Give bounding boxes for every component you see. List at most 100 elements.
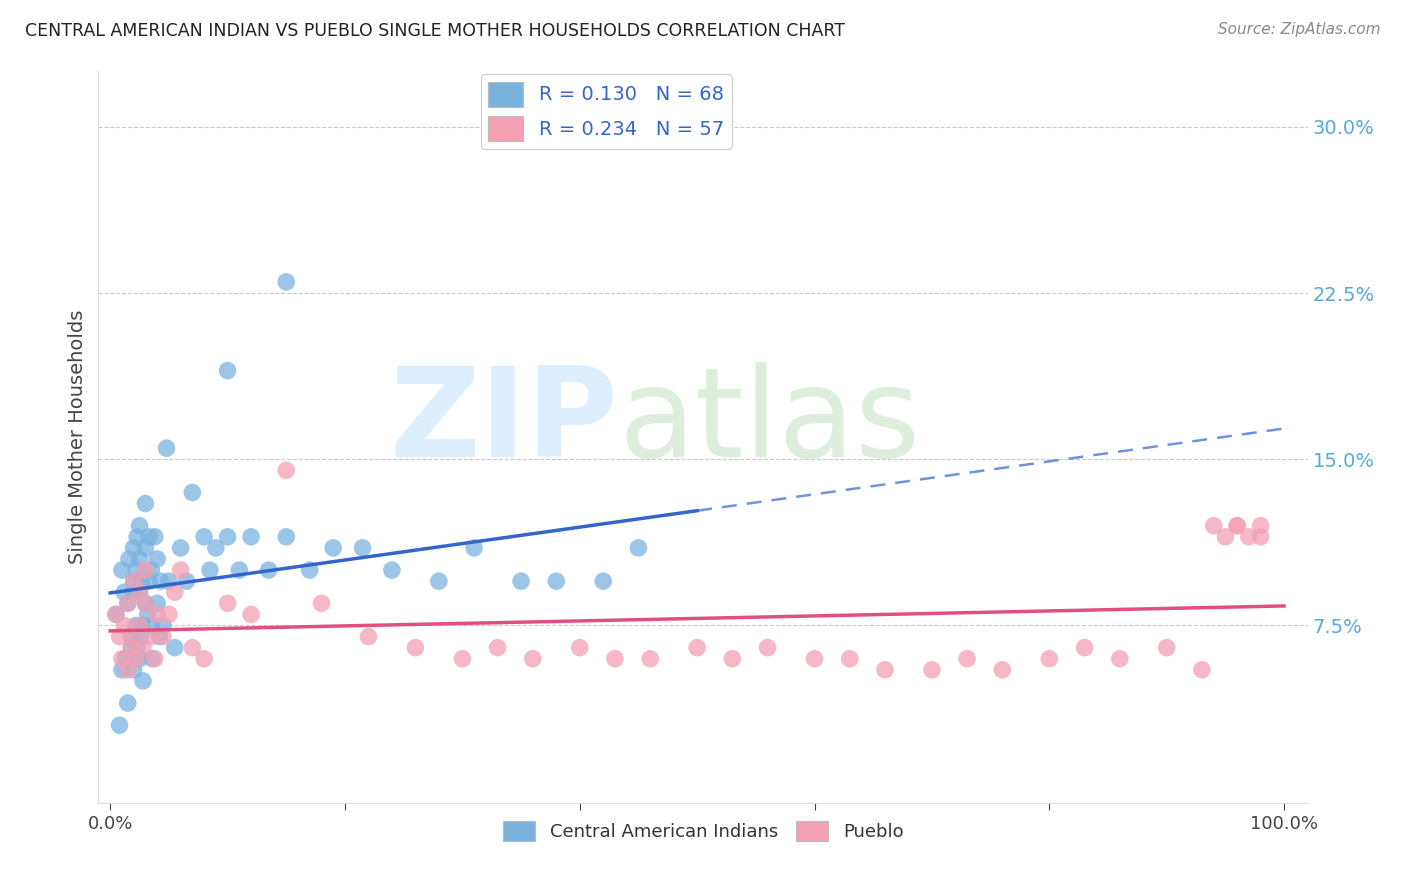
Point — [117, 596, 139, 610]
Point — [803, 651, 825, 665]
Point — [627, 541, 650, 555]
Point — [217, 363, 239, 377]
Point — [128, 585, 150, 599]
Point — [486, 640, 509, 655]
Point — [128, 552, 150, 566]
Point — [136, 607, 159, 622]
Point — [122, 574, 145, 589]
Point — [141, 630, 163, 644]
Point — [141, 651, 163, 665]
Point — [257, 563, 280, 577]
Point — [105, 607, 128, 622]
Point — [427, 574, 450, 589]
Point — [181, 640, 204, 655]
Point — [404, 640, 426, 655]
Point — [991, 663, 1014, 677]
Point — [1215, 530, 1237, 544]
Point — [756, 640, 779, 655]
Point — [157, 574, 180, 589]
Point — [112, 585, 135, 599]
Point — [129, 630, 152, 644]
Point — [143, 530, 166, 544]
Point — [921, 663, 943, 677]
Point — [546, 574, 568, 589]
Point — [155, 441, 177, 455]
Point — [1250, 518, 1272, 533]
Point — [134, 596, 156, 610]
Point — [131, 618, 153, 632]
Point — [134, 596, 156, 610]
Point — [111, 651, 134, 665]
Point — [120, 640, 142, 655]
Point — [838, 651, 860, 665]
Point — [1108, 651, 1130, 665]
Y-axis label: Single Mother Households: Single Mother Households — [69, 310, 87, 565]
Point — [956, 651, 979, 665]
Text: CENTRAL AMERICAN INDIAN VS PUEBLO SINGLE MOTHER HOUSEHOLDS CORRELATION CHART: CENTRAL AMERICAN INDIAN VS PUEBLO SINGLE… — [25, 22, 845, 40]
Point — [217, 530, 239, 544]
Point — [125, 618, 148, 632]
Point — [311, 596, 333, 610]
Point — [510, 574, 533, 589]
Point — [122, 663, 145, 677]
Point — [1156, 640, 1178, 655]
Point — [127, 640, 149, 655]
Point — [141, 563, 163, 577]
Point — [1038, 651, 1060, 665]
Point — [132, 673, 155, 688]
Point — [114, 651, 136, 665]
Point — [381, 563, 404, 577]
Point — [1202, 518, 1225, 533]
Point — [163, 585, 186, 599]
Text: Source: ZipAtlas.com: Source: ZipAtlas.com — [1218, 22, 1381, 37]
Point — [111, 563, 134, 577]
Point — [132, 640, 155, 655]
Point — [141, 618, 163, 632]
Point — [117, 663, 139, 677]
Point — [721, 651, 744, 665]
Point — [138, 530, 160, 544]
Point — [298, 563, 321, 577]
Point — [568, 640, 591, 655]
Point — [128, 518, 150, 533]
Point — [169, 563, 191, 577]
Point — [128, 618, 150, 632]
Text: atlas: atlas — [619, 362, 921, 483]
Point — [152, 618, 174, 632]
Point — [217, 596, 239, 610]
Point — [128, 585, 150, 599]
Point — [240, 607, 263, 622]
Point — [108, 718, 131, 732]
Point — [357, 630, 380, 644]
Point — [181, 485, 204, 500]
Point — [138, 574, 160, 589]
Point — [118, 552, 141, 566]
Point — [117, 696, 139, 710]
Point — [240, 530, 263, 544]
Legend: Central American Indians, Pueblo: Central American Indians, Pueblo — [495, 814, 911, 848]
Point — [193, 530, 215, 544]
Text: ZIP: ZIP — [389, 362, 619, 483]
Point — [157, 607, 180, 622]
Point — [134, 541, 156, 555]
Point — [638, 651, 661, 665]
Point — [451, 651, 474, 665]
Point — [873, 663, 896, 677]
Point — [276, 275, 298, 289]
Point — [163, 640, 186, 655]
Point — [1226, 518, 1249, 533]
Point — [1226, 518, 1249, 533]
Point — [1073, 640, 1095, 655]
Point — [228, 563, 250, 577]
Point — [127, 530, 149, 544]
Point — [122, 630, 145, 644]
Point — [117, 596, 139, 610]
Point — [108, 630, 131, 644]
Point — [128, 651, 150, 665]
Point — [120, 640, 142, 655]
Point — [193, 651, 215, 665]
Point — [134, 563, 156, 577]
Point — [463, 541, 485, 555]
Point — [204, 541, 226, 555]
Point — [592, 574, 614, 589]
